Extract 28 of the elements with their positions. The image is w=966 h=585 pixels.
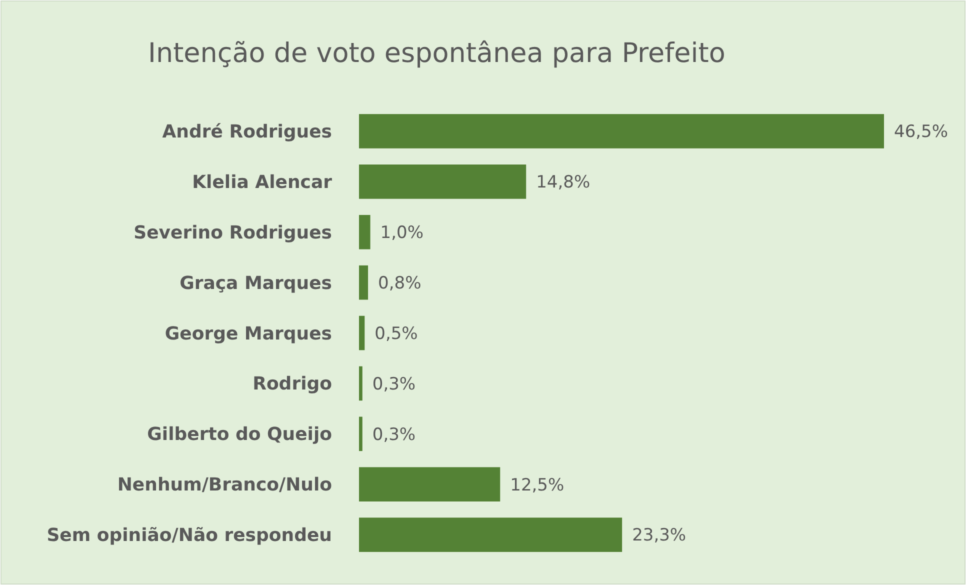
data-label: 0,5% <box>374 324 418 344</box>
data-label: 0,8% <box>378 274 422 294</box>
y-tick-label: Sem opinião/Não respondeu <box>46 525 332 546</box>
bar <box>359 416 362 452</box>
bar <box>359 265 368 300</box>
data-label: 0,3% <box>372 424 416 445</box>
y-tick-label: Nenhum/Branco/Nulo <box>117 474 332 496</box>
y-tick-label: Rodrigo <box>252 374 332 395</box>
bar <box>359 214 370 250</box>
data-label: 1,0% <box>380 223 424 244</box>
bar <box>359 467 500 502</box>
bar <box>359 316 365 350</box>
data-label: 12,5% <box>510 475 564 496</box>
chart-title: Intenção de voto espontânea para Prefeito <box>148 38 726 69</box>
data-label: 46,5% <box>894 122 948 142</box>
data-label: 0,3% <box>372 374 416 394</box>
bar <box>359 164 526 199</box>
y-tick-label: André Rodrigues <box>162 122 332 143</box>
y-tick-label: Klelia Alencar <box>192 172 332 193</box>
bar <box>359 114 884 148</box>
bar <box>359 366 362 401</box>
y-tick-label: Gilberto do Queijo <box>147 424 332 446</box>
data-label: 23,3% <box>632 526 686 546</box>
y-tick-label: Severino Rodrigues <box>134 222 332 244</box>
bar <box>359 518 622 552</box>
y-tick-label: Graça Marques <box>180 272 332 294</box>
y-tick-label: George Marques <box>164 323 332 344</box>
data-label: 14,8% <box>536 172 590 193</box>
